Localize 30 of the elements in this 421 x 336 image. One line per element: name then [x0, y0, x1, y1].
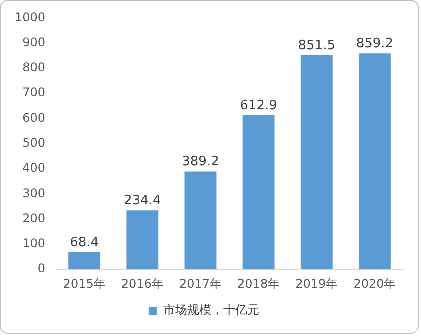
y-tick-label: 300: [22, 186, 46, 200]
legend-label: 市场规模，十亿元: [164, 303, 260, 318]
x-tick-label: 2020年: [354, 276, 396, 291]
y-tick-label: 500: [22, 136, 46, 150]
y-tick-label: 900: [22, 35, 46, 50]
bar: [126, 210, 159, 270]
bar: [358, 54, 391, 270]
x-tick-label: 2017年: [179, 276, 222, 291]
data-label: 234.4: [124, 194, 162, 209]
data-label: 68.4: [70, 235, 100, 250]
bar: [68, 252, 101, 270]
y-tick-label: 200: [22, 211, 46, 226]
y-tick-label: 1000: [14, 10, 46, 24]
data-label: 859.2: [356, 36, 394, 52]
y-tick-label: 800: [22, 60, 46, 75]
x-tick-label: 2015年: [63, 276, 106, 291]
bar: [242, 116, 275, 270]
data-label: 851.5: [298, 38, 336, 54]
y-tick-label: 600: [22, 110, 46, 125]
data-label: 612.9: [240, 98, 278, 114]
y-tick-label: 700: [22, 86, 46, 100]
y-tick-label: 100: [22, 236, 46, 251]
bar: [300, 56, 333, 270]
data-label: 389.2: [182, 154, 220, 170]
x-tick-label: 2016年: [121, 276, 164, 291]
x-tick-label: 2018年: [238, 276, 280, 291]
bar: [184, 172, 217, 270]
y-tick-label: 400: [22, 161, 46, 176]
y-tick-label: 0: [38, 262, 46, 276]
x-tick-label: 2019年: [296, 276, 338, 291]
